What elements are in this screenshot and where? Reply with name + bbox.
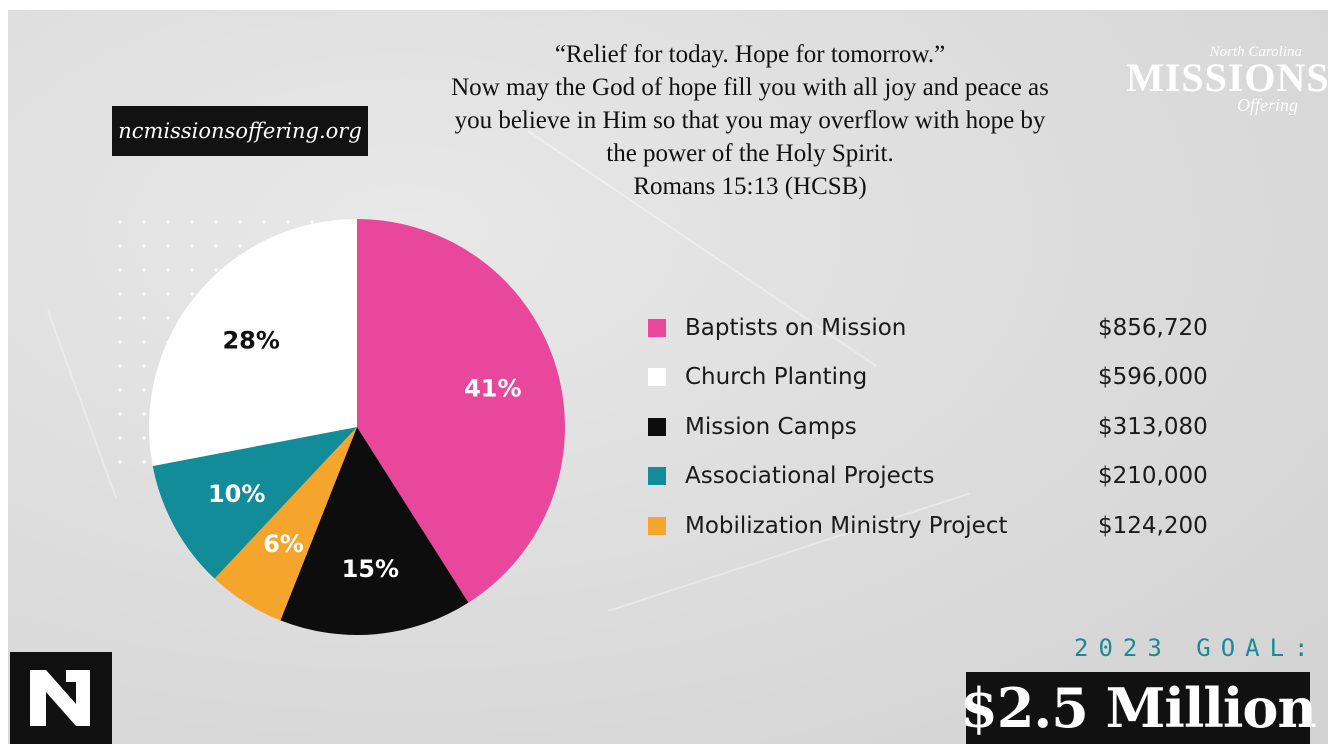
legend-item: Baptists on Mission $856,720 — [648, 303, 1248, 353]
legend-item: Mobilization Ministry Project $124,200 — [648, 501, 1248, 551]
legend-amount: $856,720 — [1098, 314, 1208, 341]
legend-label: Baptists on Mission — [685, 314, 907, 341]
verse-line: Now may the God of hope fill you with al… — [451, 74, 1049, 101]
logo-line-offering: Offering — [1237, 95, 1298, 115]
verse-line: “Relief for today. Hope for tomorrow.” — [554, 41, 946, 68]
legend-swatch — [648, 368, 666, 387]
pie-slice-label: 10% — [208, 480, 265, 508]
legend-amount: $313,080 — [1098, 413, 1208, 440]
legend-swatch — [648, 516, 666, 535]
legend-amount: $124,200 — [1098, 512, 1208, 539]
legend-label: Mission Camps — [685, 413, 857, 440]
legend-swatch — [648, 318, 666, 337]
logo-line-north-carolina: North Carolina — [1209, 44, 1302, 60]
pie-slice-label: 6% — [263, 530, 304, 558]
pie-slice-label: 41% — [464, 375, 521, 403]
pie-slice-baptists-on-mission — [357, 219, 565, 603]
legend-amount: $596,000 — [1098, 364, 1208, 391]
website-url: ncmissionsoffering.org — [112, 106, 368, 156]
verse-reference: Romans 15:13 (HCSB) — [633, 173, 867, 200]
pie-slice-associational-projects — [152, 427, 357, 579]
logo-line-missions: MISSIONS — [1126, 55, 1328, 100]
missions-offering-logo: North Carolina MISSIONS Offering — [1126, 44, 1328, 115]
legend-swatch — [648, 417, 666, 436]
legend-item: Mission Camps $313,080 — [648, 402, 1248, 452]
legend-label: Mobilization Ministry Project — [685, 512, 1008, 539]
legend-item: Associational Projects $210,000 — [648, 452, 1248, 502]
pie-slice-label: 28% — [222, 326, 279, 354]
goal-label: 2023 GOAL: — [1074, 634, 1319, 662]
legend-label: Church Planting — [685, 364, 868, 391]
pie-slice-mission-camps — [280, 427, 469, 635]
verse-line: you believe in Him so that you may overf… — [454, 107, 1046, 134]
pie-slice-label: 15% — [342, 555, 399, 583]
legend-label: Associational Projects — [685, 463, 935, 490]
pie-slice-church-planting — [149, 219, 357, 466]
verse-block: “Relief for today. Hope for tomorrow.” N… — [380, 38, 1120, 203]
verse-line: the power of the Holy Spirit. — [606, 140, 894, 167]
legend-amount: $210,000 — [1098, 463, 1208, 490]
goal-amount: $2.5 Million — [960, 672, 1317, 744]
n-arrow-icon — [30, 670, 90, 726]
legend-swatch — [648, 467, 666, 486]
chart-legend: Baptists on Mission $856,720 Church Planti… — [648, 303, 1248, 551]
pie-slice-mobilization-ministry-project — [214, 427, 357, 621]
legend-item: Church Planting $596,000 — [648, 353, 1248, 403]
corner-brand-logo — [10, 652, 112, 744]
